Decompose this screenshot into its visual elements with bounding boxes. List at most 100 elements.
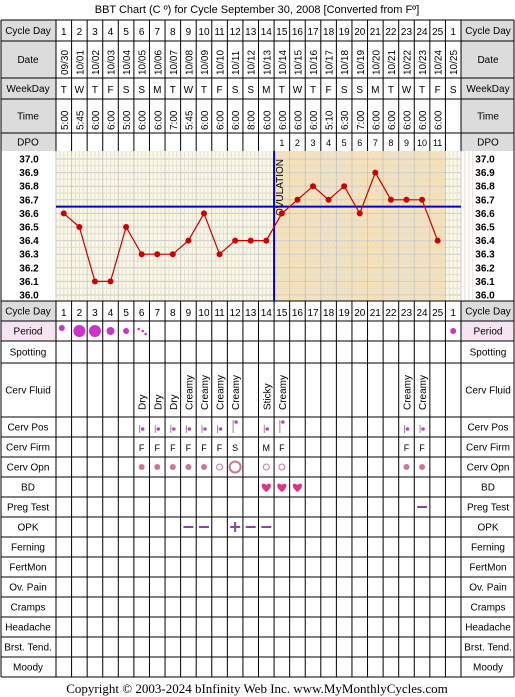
date-value: 10/03 <box>107 50 118 75</box>
label-cell-left <box>1 417 56 437</box>
cerv-pos-dot <box>203 427 207 431</box>
cerv-opn-marker <box>228 460 242 474</box>
date-value: 10/20 <box>371 50 382 75</box>
row-label-right-cramps: Cramps <box>470 603 505 614</box>
label-cell-right <box>461 617 514 637</box>
weekday-value: T <box>388 85 394 96</box>
footer-copyright: Copyright © 2003-2024 bInfinity Web Inc.… <box>66 681 447 696</box>
row-label-time: Time <box>17 112 39 123</box>
cycle-day-number: 22 <box>385 27 397 38</box>
weekday-value: M <box>153 85 161 96</box>
chart-title: BBT Chart (C º) for Cycle September 30, … <box>95 4 420 16</box>
dpo-value: 1 <box>279 138 284 148</box>
label-cell-right <box>461 78 514 99</box>
date-value: 10/15 <box>293 50 304 75</box>
date-value: 10/05 <box>138 50 149 75</box>
time-value: 7:00 <box>356 110 367 130</box>
cerv-pos-dot <box>187 427 192 431</box>
time-value: 6:00 <box>278 110 289 130</box>
cerv-fluid-value: Creamy <box>184 375 195 410</box>
weekday-value: S <box>247 85 254 96</box>
temperature-point <box>107 278 114 285</box>
date-value: 10/25 <box>449 50 460 75</box>
label-cell-left <box>1 497 56 517</box>
row-label-cycle-day: Cycle Day <box>5 26 51 37</box>
time-value: 6:00 <box>418 110 429 130</box>
label-cell-left <box>1 78 56 99</box>
weekday-value: W <box>293 85 303 96</box>
label-cell-left <box>1 99 56 133</box>
label-cell-right <box>461 597 514 617</box>
row-label-dpo: DPO <box>17 138 39 149</box>
label-cell-right <box>461 341 514 363</box>
row-label-right-cerv-pos: Cerv Pos <box>467 423 508 434</box>
cycle-day-number-bottom: 17 <box>307 308 319 319</box>
cycle-day-number: 4 <box>108 27 114 38</box>
period-marker <box>106 327 115 335</box>
cycle-day-number: 15 <box>276 27 288 38</box>
period-marker <box>450 328 457 334</box>
label-cell-left <box>1 437 56 457</box>
row-label-weekday: WeekDay <box>6 84 49 95</box>
cerv-pos-dot <box>421 427 425 431</box>
cycle-day-number: 11 <box>214 27 225 38</box>
label-cell-left <box>1 341 56 363</box>
weekday-value: W <box>184 85 194 96</box>
row-label-right-spotting: Spotting <box>470 348 507 359</box>
bd-heart-icon <box>292 483 303 492</box>
cycle-day-number: 14 <box>261 27 273 38</box>
cycle-day-number-bottom: 11 <box>214 308 225 319</box>
date-value: 10/14 <box>278 50 289 75</box>
temperature-point <box>247 237 254 244</box>
weekday-value: S <box>341 85 348 96</box>
label-cell-right <box>461 577 514 597</box>
label-cell-right <box>461 557 514 577</box>
temp-axis-label-right: 36.2 <box>475 263 495 274</box>
weekday-value: F <box>107 85 113 96</box>
label-cell-right <box>461 537 514 557</box>
period-marker <box>88 325 101 337</box>
cycle-day-number-bottom: 23 <box>401 308 413 319</box>
cycle-day-number-bottom: 18 <box>323 308 335 319</box>
temperature-point <box>434 237 441 244</box>
temp-axis-label-right: 36.9 <box>475 168 495 179</box>
time-value: 5:00 <box>122 110 133 130</box>
bd-heart-icon <box>261 483 271 492</box>
row-label-cerv-opn: Cerv Opn <box>7 463 50 474</box>
row-label-right-cerv-fluid: Cerv Fluid <box>465 386 511 397</box>
dpo-value: 5 <box>342 138 347 148</box>
date-value: 10/04 <box>122 50 133 75</box>
temperature-point <box>232 237 239 244</box>
temp-axis-label-right: 36.1 <box>475 277 495 288</box>
temp-axis-label: 36.3 <box>19 250 39 261</box>
cycle-day-number-bottom: 4 <box>108 308 114 319</box>
cycle-day-number: 21 <box>370 27 382 38</box>
label-cell-left <box>1 517 56 537</box>
cycle-day-number-bottom: 5 <box>123 308 129 319</box>
cycle-day-number-bottom: 19 <box>339 308 351 319</box>
temp-axis-label: 37.0 <box>19 155 39 166</box>
cerv-firm-value: F <box>155 443 161 453</box>
temperature-point <box>91 278 98 285</box>
temperature-point <box>387 196 394 203</box>
weekday-value: M <box>371 85 379 96</box>
cycle-day-number: 1 <box>450 27 456 38</box>
date-value: 10/11 <box>231 50 242 75</box>
cerv-fluid-value: Dry <box>138 394 149 410</box>
cerv-firm-value: F <box>186 443 192 453</box>
temp-axis-label: 36.6 <box>19 209 39 220</box>
cycle-day-number: 1 <box>61 27 67 38</box>
cerv-opn-marker <box>185 464 192 470</box>
temperature-point <box>138 251 145 258</box>
temp-axis-label: 36.2 <box>19 263 39 274</box>
cycle-day-number: 13 <box>245 27 257 38</box>
date-value: 10/13 <box>262 50 273 75</box>
row-label-right-dpo: DPO <box>477 138 499 149</box>
dpo-value: 6 <box>357 138 362 148</box>
row-label-right-bd: BD <box>481 483 495 494</box>
label-cell-right <box>461 321 514 341</box>
cerv-pos-dot <box>234 420 238 424</box>
cerv-opn-marker <box>419 464 426 470</box>
row-label-right-cerv-firm: Cerv Firm <box>466 443 510 454</box>
weekday-value: T <box>170 85 176 96</box>
